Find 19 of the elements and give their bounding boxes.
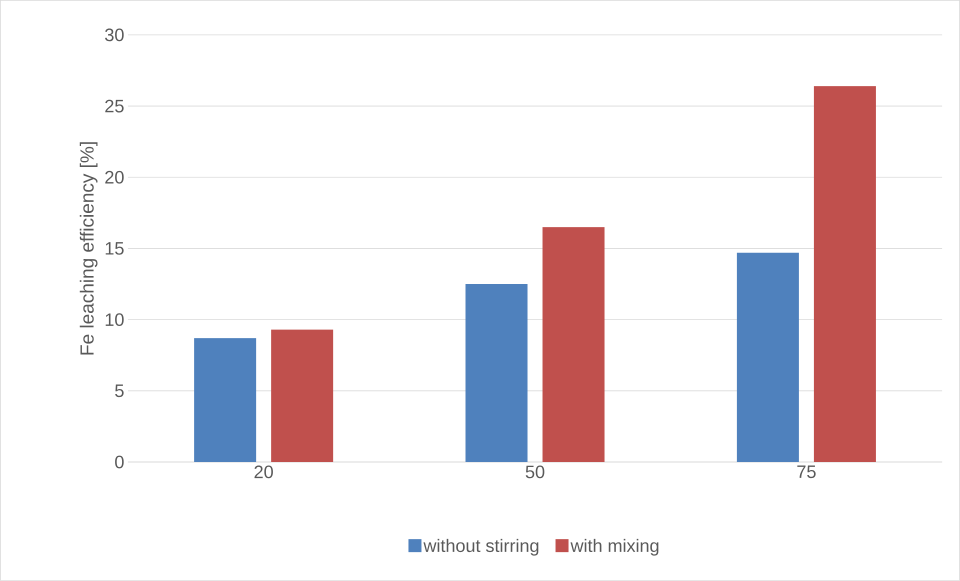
legend-label: without stirring [423, 538, 538, 556]
x-tick-label: 20 [254, 466, 273, 478]
y-tick-label: 5 [115, 384, 124, 398]
bar [542, 227, 605, 462]
bar [271, 330, 334, 462]
y-axis-title: Fe leaching efficiency [%] [80, 142, 98, 354]
bar [194, 338, 256, 462]
bar [814, 86, 876, 462]
y-tick-label: 10 [106, 313, 124, 326]
y-tick-label: 0 [115, 456, 124, 468]
y-tick-label: 25 [105, 100, 124, 112]
legend-label: with mixing [570, 538, 658, 556]
y-tick-label: 15 [106, 242, 124, 255]
bar [466, 284, 528, 462]
x-tick-label: 50 [526, 466, 544, 478]
bar [736, 252, 799, 462]
y-tick-label: 20 [105, 170, 124, 184]
y-tick-label: 30 [105, 28, 124, 42]
x-tick-label: 75 [797, 466, 816, 478]
